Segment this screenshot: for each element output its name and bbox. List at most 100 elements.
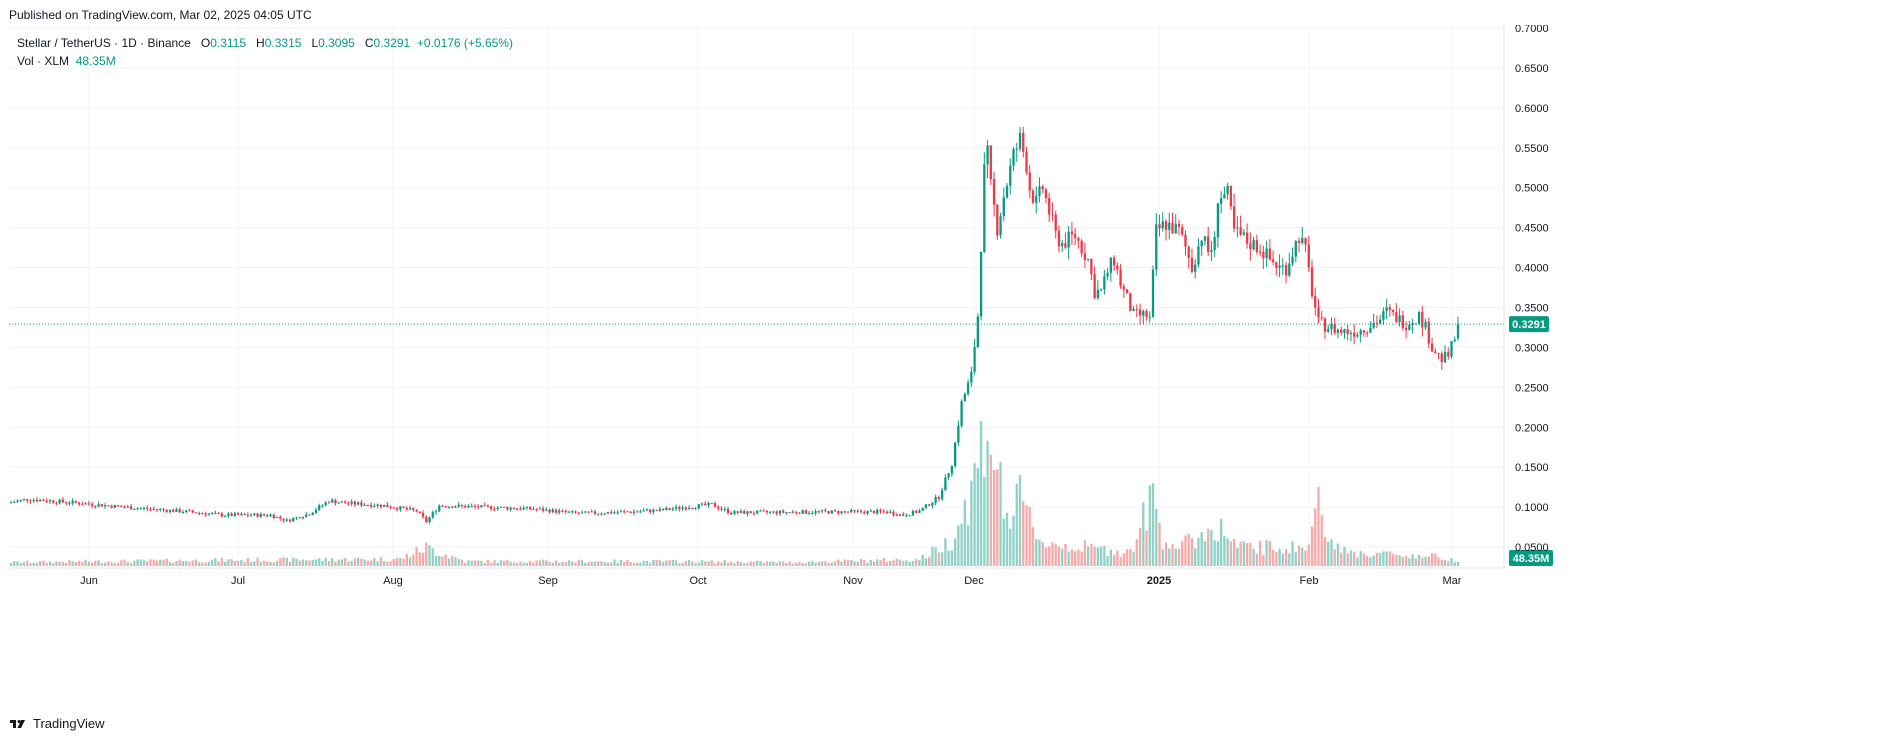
- candle-body: [623, 511, 626, 513]
- volume-bar: [762, 562, 765, 566]
- footer-brand-label: TradingView: [33, 716, 105, 731]
- candle-body: [376, 504, 379, 506]
- candle-body: [762, 510, 765, 512]
- candle-body: [395, 508, 399, 510]
- candle-body: [369, 505, 373, 507]
- volume-bar: [645, 560, 649, 566]
- volume-bar: [233, 560, 237, 566]
- candle-body: [590, 511, 593, 513]
- candle-body: [1161, 221, 1164, 229]
- candle-body: [814, 511, 817, 514]
- candle-body: [924, 504, 928, 508]
- volume-bar: [811, 560, 814, 566]
- candle-body: [983, 164, 986, 252]
- candle-body: [934, 496, 937, 503]
- volume-bar: [915, 558, 918, 566]
- volume-bar: [950, 550, 954, 566]
- volume-bar: [288, 561, 292, 566]
- volume-bar: [77, 560, 81, 566]
- candle-body: [441, 505, 444, 507]
- candle-body: [700, 503, 704, 505]
- candle-body: [103, 505, 107, 507]
- volume-bar: [1440, 559, 1443, 566]
- candle-body: [1278, 265, 1281, 268]
- volume-bar: [32, 562, 35, 566]
- candle-body: [538, 508, 541, 510]
- volume-bar: [389, 561, 392, 566]
- candle-body: [1138, 309, 1142, 316]
- candle-body: [843, 511, 846, 513]
- volume-bar: [55, 561, 58, 566]
- last-price-label: 0.3291: [1512, 319, 1546, 331]
- candle-body: [454, 506, 457, 508]
- footer-brand[interactable]: TradingView: [9, 716, 105, 731]
- volume-bar: [577, 559, 580, 566]
- volume-bar: [149, 559, 152, 566]
- volume-bar: [223, 561, 227, 566]
- candle-body: [52, 500, 55, 503]
- candle-body: [723, 508, 726, 510]
- candle-body: [61, 499, 65, 503]
- candle-body: [801, 510, 804, 514]
- candle-body: [976, 316, 979, 348]
- candle-body: [759, 510, 762, 512]
- candle-body: [691, 507, 694, 509]
- volume-bar: [431, 548, 434, 566]
- candle-body: [548, 509, 551, 513]
- chart-frame[interactable]: 0.3291 48.35M 0.7000 0.6500 0.6000 0.5500 0.5…: [9, 25, 1874, 708]
- candle-body: [431, 512, 434, 518]
- candle-body: [1174, 223, 1177, 234]
- candle-body: [438, 505, 441, 512]
- volume-bar: [188, 562, 191, 566]
- volume-bar: [214, 558, 217, 566]
- volume-bar: [966, 524, 970, 566]
- candle-body: [1116, 265, 1119, 270]
- candle-body: [1005, 185, 1009, 198]
- volume-bar: [1388, 551, 1392, 566]
- volume-bar: [269, 561, 272, 566]
- candle-body: [902, 514, 905, 516]
- volume-bar: [782, 561, 785, 566]
- candle-body: [947, 473, 950, 478]
- volume-bar: [1382, 551, 1385, 566]
- chart-plot[interactable]: 0.3291 48.35M 0.7000 0.6500 0.6000 0.5500 0.5…: [9, 25, 1874, 708]
- volume-bar: [1138, 527, 1142, 566]
- volume-bar: [1245, 543, 1249, 566]
- volume-bar: [1161, 549, 1164, 566]
- volume-bar: [1333, 549, 1336, 566]
- volume-bar: [1109, 549, 1112, 566]
- volume-bar: [61, 561, 65, 566]
- candle-body: [905, 515, 908, 517]
- candle-body: [739, 511, 743, 513]
- volume-bar: [1213, 540, 1216, 566]
- candle-body: [77, 502, 81, 505]
- candle-body: [353, 501, 357, 505]
- volume-bar: [1401, 556, 1404, 566]
- candle-body: [1164, 221, 1168, 230]
- volume-bar: [1207, 528, 1210, 566]
- candle-body: [811, 513, 814, 515]
- volume-bar: [324, 557, 327, 566]
- volume-bar: [947, 550, 950, 566]
- candle-body: [499, 506, 503, 508]
- candle-body: [1197, 246, 1200, 265]
- volume-bar: [636, 562, 639, 566]
- candle-body: [1070, 231, 1074, 235]
- y-tick-label: 0.6500: [1515, 63, 1549, 75]
- candle-body: [564, 510, 567, 512]
- x-tick-label: Aug: [383, 575, 403, 587]
- candle-body: [139, 508, 142, 510]
- volume-bar: [22, 562, 26, 566]
- candle-body: [1456, 324, 1460, 339]
- candle-body: [1271, 259, 1275, 263]
- candle-body: [331, 499, 334, 503]
- candle-body: [269, 514, 272, 517]
- candle-body: [1015, 148, 1018, 150]
- candle-body: [940, 490, 944, 499]
- volume-bar: [804, 563, 808, 566]
- candle-body: [1314, 296, 1317, 308]
- volume-bar: [1262, 554, 1265, 566]
- volume-bar: [1223, 536, 1226, 566]
- volume-bar: [1317, 487, 1320, 566]
- x-tick-label: Dec: [964, 575, 984, 587]
